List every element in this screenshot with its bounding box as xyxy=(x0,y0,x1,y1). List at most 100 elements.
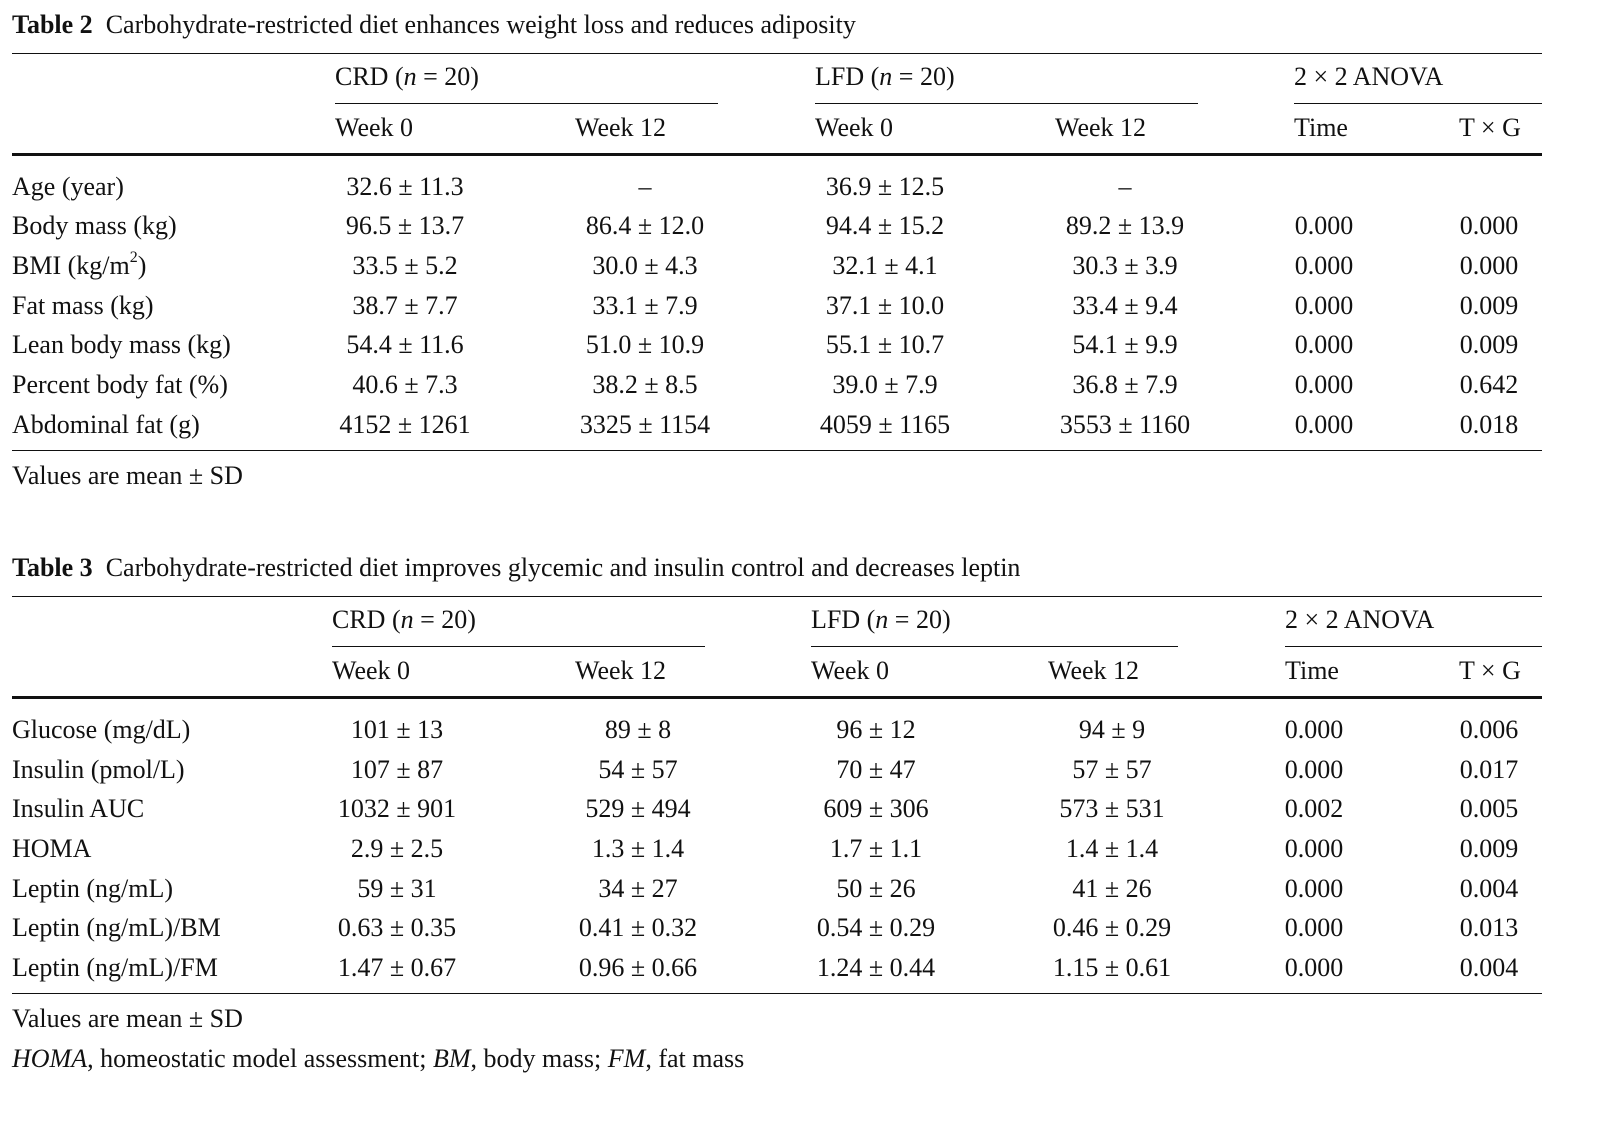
table-cell: 86.4 ± 12.0 xyxy=(585,211,705,240)
table-cell: 0.000 xyxy=(1294,291,1354,320)
table-3-caption: Table 3 Carbohydrate-restricted diet imp… xyxy=(12,553,1020,583)
table-cell: 41 ± 26 xyxy=(1072,874,1152,903)
table-cell: 101 ± 13 xyxy=(350,715,444,744)
table-cell: 0.000 xyxy=(1284,953,1344,982)
group-header-lfd: LFD (n = 20) xyxy=(811,605,951,634)
row-label: Age (year) xyxy=(12,172,124,201)
table-cell: 34 ± 27 xyxy=(598,874,678,903)
table-3-title: Carbohydrate-restricted diet improves gl… xyxy=(105,553,1021,582)
subheader-week12: Week 12 xyxy=(575,113,667,142)
table-cell: 3553 ± 1160 xyxy=(1059,410,1191,439)
table-cell: 36.8 ± 7.9 xyxy=(1072,370,1178,399)
table-cell: 2.9 ± 2.5 xyxy=(350,834,444,863)
table-cell: 33.4 ± 9.4 xyxy=(1072,291,1178,320)
row-label: Insulin AUC xyxy=(12,794,145,823)
table-cell: 107 ± 87 xyxy=(350,755,444,784)
table-cell: – xyxy=(638,172,652,201)
table-cell: 33.5 ± 5.2 xyxy=(352,251,458,280)
row-label: Leptin (ng/mL)/BM xyxy=(12,913,221,942)
crd-span-rule xyxy=(332,646,705,648)
table-cell: 33.1 ± 7.9 xyxy=(592,291,698,320)
table-cell: 573 ± 531 xyxy=(1059,794,1165,823)
row-label: Abdominal fat (g) xyxy=(12,410,200,439)
table-cell: 57 ± 57 xyxy=(1072,755,1152,784)
table-cell: 55.1 ± 10.7 xyxy=(825,330,945,359)
table-cell: 38.7 ± 7.7 xyxy=(352,291,458,320)
crd-span-rule xyxy=(335,103,718,105)
subheader-txg: T × G xyxy=(1459,113,1521,142)
table-cell: 0.009 xyxy=(1459,834,1519,863)
anova-span-rule xyxy=(1285,646,1542,648)
row-label: HOMA xyxy=(12,834,92,863)
subheader-time: Time xyxy=(1285,656,1339,685)
table-cell: 0.96 ± 0.66 xyxy=(578,953,698,982)
table-3-abbreviations: HOMA, homeostatic model assessment; BM, … xyxy=(12,1044,745,1073)
table-cell: 37.1 ± 10.0 xyxy=(825,291,945,320)
table-cell: 54.4 ± 11.6 xyxy=(346,330,464,359)
table-cell: 0.002 xyxy=(1284,794,1344,823)
subheader-txg: T × G xyxy=(1459,656,1521,685)
table-cell: 0.006 xyxy=(1459,715,1519,744)
table-cell: 51.0 ± 10.9 xyxy=(585,330,705,359)
table-cell: 94.4 ± 15.2 xyxy=(825,211,945,240)
row-label: Leptin (ng/mL)/FM xyxy=(12,953,218,982)
table-cell: 1.47 ± 0.67 xyxy=(337,953,457,982)
table-cell: 0.000 xyxy=(1284,913,1344,942)
table-cell: 54 ± 57 xyxy=(598,755,678,784)
table-cell: 0.004 xyxy=(1459,874,1519,903)
table-2-title: Carbohydrate-restricted diet enhances we… xyxy=(105,10,856,39)
table-cell: 1.24 ± 0.44 xyxy=(816,953,936,982)
table-cell: 89.2 ± 13.9 xyxy=(1065,211,1185,240)
table-cell: 94 ± 9 xyxy=(1078,715,1146,744)
table-cell: 96 ± 12 xyxy=(836,715,916,744)
row-label: Insulin (pmol/L) xyxy=(12,755,185,784)
table-cell: 3325 ± 1154 xyxy=(579,410,711,439)
table-2-caption: Table 2 Carbohydrate-restricted diet enh… xyxy=(12,10,856,40)
table-cell: 32.1 ± 4.1 xyxy=(832,251,938,280)
subheader-week12: Week 12 xyxy=(1048,656,1140,685)
table-cell: 40.6 ± 7.3 xyxy=(352,370,458,399)
table-3-label: Table 3 xyxy=(12,553,93,582)
table-cell: 38.2 ± 8.5 xyxy=(592,370,698,399)
table-cell: – xyxy=(1118,172,1132,201)
table-cell: 0.46 ± 0.29 xyxy=(1052,913,1172,942)
table-cell: 89 ± 8 xyxy=(604,715,672,744)
anova-span-rule xyxy=(1294,103,1542,105)
table-cell: 0.009 xyxy=(1459,330,1519,359)
lfd-span-rule xyxy=(815,103,1198,105)
row-label: Lean body mass (kg) xyxy=(12,330,231,359)
table-cell: 0.000 xyxy=(1284,874,1344,903)
subheader-week0: Week 0 xyxy=(811,656,890,685)
table-cell: 0.000 xyxy=(1294,251,1354,280)
table-cell: 4152 ± 1261 xyxy=(339,410,471,439)
table-cell: 0.41 ± 0.32 xyxy=(578,913,698,942)
row-label: Percent body fat (%) xyxy=(12,370,228,399)
bottom-rule xyxy=(12,450,1542,452)
row-label: BMI (kg/m2) xyxy=(12,249,147,280)
group-header-crd: CRD (n = 20) xyxy=(335,62,479,91)
subheader-week0: Week 0 xyxy=(332,656,411,685)
table-cell: 0.009 xyxy=(1459,291,1519,320)
table-cell: 0.005 xyxy=(1459,794,1519,823)
table-cell: 32.6 ± 11.3 xyxy=(346,172,464,201)
table-cell: 0.004 xyxy=(1459,953,1519,982)
row-label: Body mass (kg) xyxy=(12,211,177,240)
table-cell: 0.000 xyxy=(1284,715,1344,744)
table-cell: 0.54 ± 0.29 xyxy=(816,913,936,942)
table-2-footnote: Values are mean ± SD xyxy=(12,461,243,490)
row-label: Fat mass (kg) xyxy=(12,291,154,320)
table-cell: 96.5 ± 13.7 xyxy=(345,211,465,240)
table-3-footnote: Values are mean ± SD xyxy=(12,1004,243,1033)
table-cell: 0.000 xyxy=(1294,211,1354,240)
subheader-week0: Week 0 xyxy=(815,113,894,142)
table-cell: 50 ± 26 xyxy=(836,874,916,903)
table-cell: 0.000 xyxy=(1294,370,1354,399)
lfd-span-rule xyxy=(811,646,1178,648)
table-cell: 70 ± 47 xyxy=(836,755,916,784)
table-cell: 0.013 xyxy=(1459,913,1519,942)
table-cell: 0.000 xyxy=(1294,410,1354,439)
table-cell: 0.000 xyxy=(1294,330,1354,359)
table-cell: 1032 ± 901 xyxy=(337,794,457,823)
group-header-crd: CRD (n = 20) xyxy=(332,605,476,634)
header-rule xyxy=(12,696,1542,699)
